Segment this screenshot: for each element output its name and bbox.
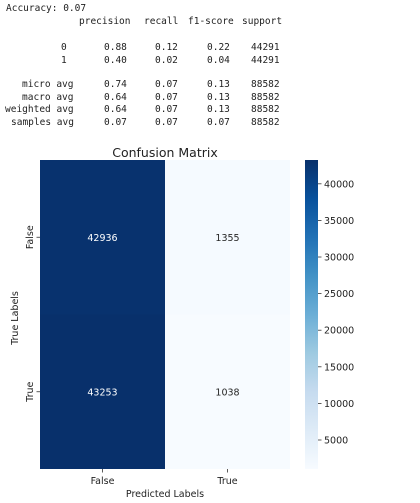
support-value: 44291 (251, 42, 280, 53)
precision-value: 0.74 (104, 79, 127, 90)
heatmap-cell (40, 314, 165, 469)
accuracy-line: Accuracy: 0.07 (6, 3, 87, 14)
x-tick-label: False (91, 476, 115, 487)
precision-value: 0.40 (104, 55, 127, 66)
recall-value: 0.02 (155, 55, 178, 66)
y-tick-label: True (25, 382, 36, 403)
heatmap-cell (165, 314, 290, 469)
colorbar (305, 160, 318, 469)
chart-title: Confusion Matrix (112, 145, 218, 160)
header-f1-score: f1-score (188, 16, 234, 27)
colorbar-tick-label: 20000 (324, 326, 354, 337)
support-value: 88582 (251, 92, 280, 103)
precision-value: 0.07 (104, 117, 127, 128)
confusion-matrix-chart: Confusion Matrix 42936 1355 43253 1038 Fals… (10, 145, 354, 500)
precision-value: 0.88 (104, 42, 127, 53)
cell-value-label: 1355 (215, 233, 239, 244)
colorbar-tick-label: 25000 (324, 289, 354, 300)
colorbar-tick-label: 40000 (324, 179, 354, 190)
heatmap-cells: 42936 1355 43253 1038 (40, 160, 290, 469)
row-label: macro avg (22, 92, 74, 103)
f1-value: 0.07 (207, 117, 230, 128)
support-value: 88582 (251, 117, 280, 128)
row-label: micro avg (22, 79, 74, 90)
header-precision: precision (79, 16, 131, 27)
colorbar-tick-label: 30000 (324, 253, 354, 264)
f1-value: 0.13 (207, 104, 230, 115)
cell-value-label: 42936 (87, 233, 117, 244)
row-label: samples avg (11, 117, 74, 128)
row-label: 1 (61, 55, 67, 66)
f1-value: 0.13 (207, 92, 230, 103)
support-value: 88582 (251, 79, 280, 90)
cell-value-label: 1038 (215, 387, 239, 398)
precision-value: 0.64 (104, 92, 127, 103)
heatmap-cell (165, 160, 290, 315)
recall-value: 0.07 (155, 92, 178, 103)
colorbar-tick-label: 35000 (324, 216, 354, 227)
colorbar-axis: 5000 10000 15000 20000 25000 30000 35000 40000 (318, 179, 354, 446)
f1-value: 0.04 (207, 55, 230, 66)
f1-value: 0.22 (207, 42, 230, 53)
x-axis-label: Predicted Labels (126, 489, 204, 500)
cell-value-label: 43253 (87, 387, 117, 398)
header-recall: recall (144, 16, 179, 27)
classification-report: Accuracy: 0.07 precision recall f1-score… (0, 0, 420, 140)
colorbar-tick-label: 5000 (324, 435, 348, 446)
x-axis: False True (91, 469, 238, 487)
colorbar-tick-label: 10000 (324, 399, 354, 410)
f1-value: 0.13 (207, 79, 230, 90)
y-tick-label: False (25, 225, 36, 249)
recall-value: 0.12 (155, 42, 178, 53)
y-axis-label: True Labels (10, 291, 21, 346)
recall-value: 0.07 (155, 117, 178, 128)
heatmap-cell (40, 160, 165, 315)
recall-value: 0.07 (155, 104, 178, 115)
support-value: 88582 (251, 104, 280, 115)
x-tick-label: True (216, 476, 237, 487)
precision-value: 0.64 (104, 104, 127, 115)
recall-value: 0.07 (155, 79, 178, 90)
support-value: 44291 (251, 55, 280, 66)
colorbar-tick-label: 15000 (324, 362, 354, 373)
row-label: 0 (61, 42, 67, 53)
y-axis: False True (25, 225, 40, 403)
header-support: support (242, 16, 283, 27)
row-label: weighted avg (5, 104, 74, 115)
